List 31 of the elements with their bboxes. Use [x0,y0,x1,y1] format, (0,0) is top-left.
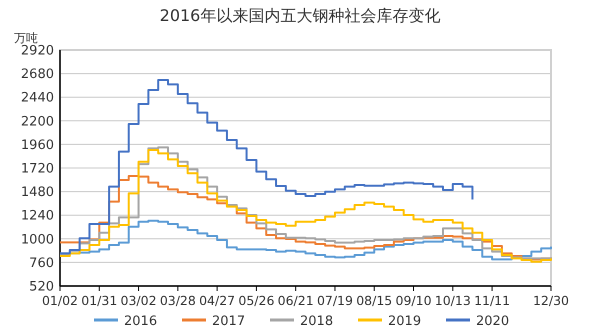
x-tick-label: 07/19 [316,293,354,308]
y-tick-label: 2440 [20,90,54,106]
legend-label: 2018 [300,314,334,329]
x-tick-label: 05/26 [238,293,274,308]
x-tick-label: 03/02 [120,293,157,308]
x-tick-label: 04/27 [199,293,236,308]
y-tick-label: 2200 [20,114,54,130]
legend-label: 2017 [212,314,246,329]
legend-label: 2016 [124,314,158,329]
x-tick-label: 10/13 [434,293,471,308]
x-tick-label: 01/02 [42,293,78,308]
legend-label: 2019 [388,314,422,329]
legend-label: 2020 [476,314,510,329]
x-tick-label: 03/28 [160,293,196,308]
x-tick-label: 11/11 [474,293,510,308]
y-tick-label: 2680 [20,67,54,82]
x-tick-label: 01/31 [81,293,118,308]
y-axis-title: 万吨 [14,31,38,45]
y-tick-label: 1720 [20,162,54,176]
y-tick-label: 1960 [20,138,54,153]
y-tick-label: 760 [29,256,54,271]
chart-title: 2016年以来国内五大钢种社会库存变化 [160,6,440,25]
y-tick-label: 1000 [20,232,54,248]
y-tick-label: 520 [29,280,54,294]
x-tick-label: 09/10 [396,293,432,308]
y-tick-label: 2920 [20,44,54,58]
x-tick-label: 12/30 [532,293,570,308]
x-tick-label: 06/21 [278,293,314,308]
y-tick-label: 1480 [20,185,54,200]
y-tick-label: 1240 [20,208,54,224]
x-tick-label: 08/15 [356,293,392,308]
